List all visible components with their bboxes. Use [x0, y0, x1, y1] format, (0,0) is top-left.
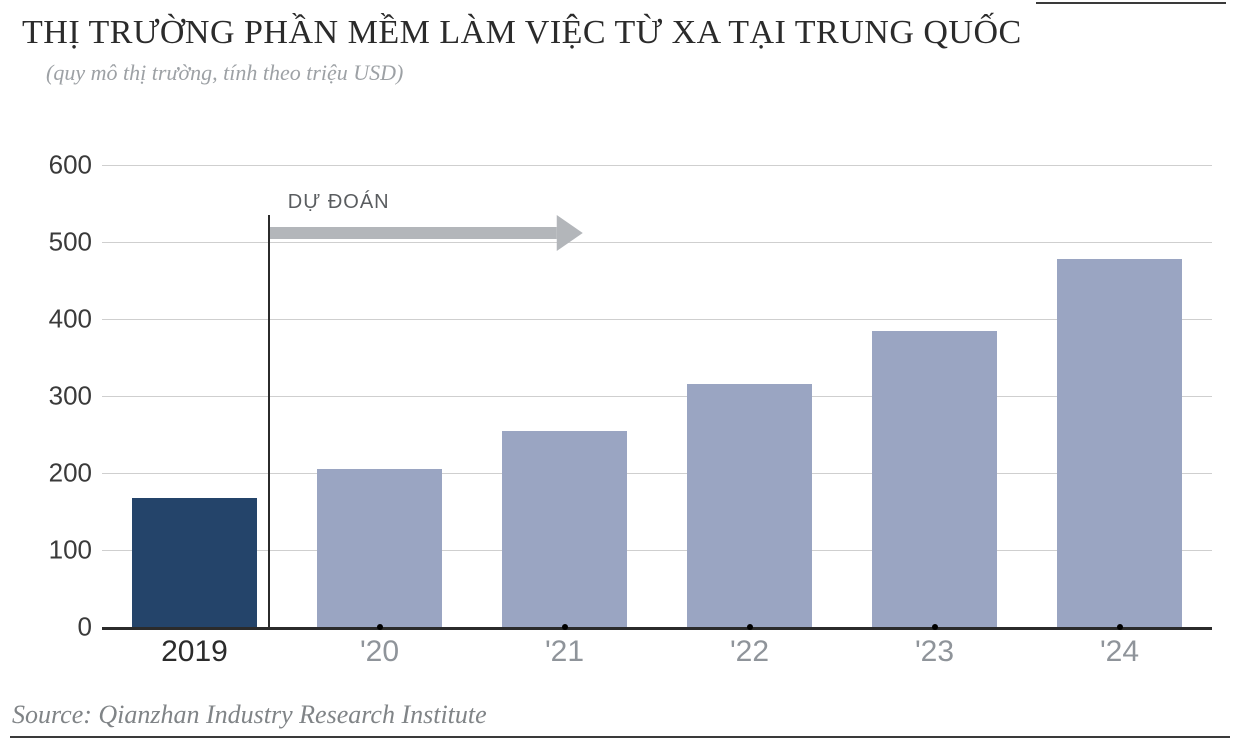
plot-area: 01002003004005006002019'20'21'22'23'24DỰ…	[102, 165, 1212, 630]
y-axis-label: 500	[32, 227, 92, 258]
x-tick-dot	[377, 624, 383, 630]
y-axis-label: 400	[32, 304, 92, 335]
y-axis-label: 600	[32, 150, 92, 181]
forecast-label: DỰ ĐOÁN	[288, 191, 390, 214]
x-tick-dot	[1117, 624, 1123, 630]
x-axis-label: 2019	[161, 635, 228, 669]
chart-area: 0 100 200 300 400 500 600 2019 '20 '21 '22 '23 '24 DỰ…	[22, 150, 1222, 690]
chart-source: Source: Qianzhan Industry Research Insti…	[12, 700, 487, 730]
forecast-arrow-icon	[270, 213, 587, 253]
top-rule	[1036, 2, 1226, 4]
forecast-divider	[268, 215, 270, 627]
bar	[502, 431, 628, 627]
y-axis-label: 0	[32, 612, 92, 643]
x-axis-label: '20	[360, 635, 399, 669]
bar	[872, 331, 998, 627]
chart-subtitle: (quy mô thị trường, tính theo triệu USD)	[46, 60, 403, 86]
y-axis-label: 200	[32, 458, 92, 489]
x-axis-label: '21	[545, 635, 584, 669]
bottom-rule	[10, 736, 1230, 738]
gridline	[102, 165, 1212, 166]
x-tick-dot	[747, 624, 753, 630]
bar	[1057, 259, 1183, 627]
x-tick-dot	[562, 624, 568, 630]
chart-title: THỊ TRƯỜNG PHẦN MỀM LÀM VIỆC TỪ XA TẠI T…	[22, 14, 1022, 52]
bar	[687, 384, 813, 627]
x-tick-dot	[932, 624, 938, 630]
x-axis-label: '22	[730, 635, 769, 669]
x-axis-label: '23	[915, 635, 954, 669]
bar	[317, 469, 443, 627]
chart-frame: THỊ TRƯỜNG PHẦN MỀM LÀM VIỆC TỪ XA TẠI T…	[0, 0, 1240, 742]
y-axis-label: 300	[32, 381, 92, 412]
y-axis-label: 100	[32, 535, 92, 566]
x-axis-label: '24	[1100, 635, 1139, 669]
bar	[132, 498, 258, 627]
